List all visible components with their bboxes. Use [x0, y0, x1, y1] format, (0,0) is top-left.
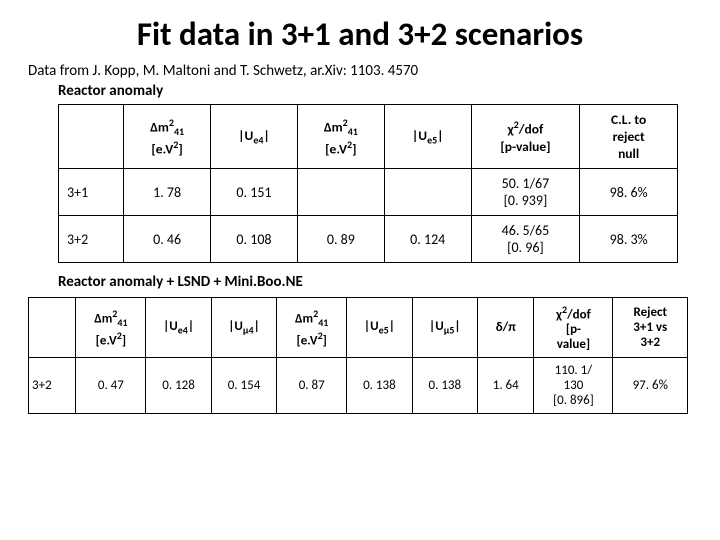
- cell: 0. 124: [384, 216, 471, 263]
- col-um4: |Uμ4|: [211, 298, 276, 358]
- cell: 0. 138: [347, 358, 412, 414]
- col-reject: Reject3+1 vs3+2: [613, 298, 688, 358]
- citation-text: Data from J. Kopp, M. Maltoni and T. Sch…: [28, 62, 692, 80]
- cell: [384, 169, 471, 216]
- col-empty: [29, 298, 76, 358]
- row-label: 3+2: [29, 358, 76, 414]
- col-dm41: Δm241 [e.V2]: [76, 298, 146, 358]
- cell: 0. 138: [412, 358, 477, 414]
- table-row: 3+1 1. 78 0. 151 50. 1/67[0. 939] 98. 6%: [59, 169, 678, 216]
- cell: 0. 89: [297, 216, 384, 263]
- cell: 46. 5/65[0. 96]: [471, 216, 580, 263]
- col-ue5: |Ue5|: [384, 105, 471, 169]
- row-label: 3+2: [59, 216, 124, 263]
- cell: 0. 108: [211, 216, 298, 263]
- page-title: Fit data in 3+1 and 3+2 scenarios: [28, 14, 692, 54]
- cell: 0. 47: [76, 358, 146, 414]
- cell: 0. 87: [277, 358, 347, 414]
- cell: 0. 154: [211, 358, 276, 414]
- row-label: 3+1: [59, 169, 124, 216]
- table-row: 3+2 0. 47 0. 128 0. 154 0. 87 0. 138 0. …: [29, 358, 688, 414]
- col-ue4: |Ue4|: [146, 298, 211, 358]
- cell: 1. 78: [124, 169, 211, 216]
- table-header-row: Δm241 [e.V2] |Ue4| Δm241 [e.V2] |Ue5| χ2…: [59, 105, 678, 169]
- col-dm41: Δm241 [e.V2]: [124, 105, 211, 169]
- col-dm51: Δm241 [e.V2]: [297, 105, 384, 169]
- section-combined: Reactor anomaly + LSND + Mini.Boo.NE: [58, 273, 692, 291]
- cell: 1. 64: [478, 358, 534, 414]
- cell: 0. 46: [124, 216, 211, 263]
- cell: [297, 169, 384, 216]
- col-ue4: |Ue4|: [211, 105, 298, 169]
- col-dm51: Δm241 [e.V2]: [277, 298, 347, 358]
- cell: 97. 6%: [613, 358, 688, 414]
- cell: 50. 1/67[0. 939]: [471, 169, 580, 216]
- col-ue5: |Ue5|: [347, 298, 412, 358]
- cell: 0. 128: [146, 358, 211, 414]
- col-cl: C.L. torejectnull: [580, 105, 678, 169]
- table-row: 3+2 0. 46 0. 108 0. 89 0. 124 46. 5/65[0…: [59, 216, 678, 263]
- table-combined: Δm241 [e.V2] |Ue4| |Uμ4| Δm241 [e.V2] |U…: [28, 297, 688, 414]
- col-empty: [59, 105, 124, 169]
- col-chi2: χ2/dof [p-value]: [534, 298, 613, 358]
- table-header-row: Δm241 [e.V2] |Ue4| |Uμ4| Δm241 [e.V2] |U…: [29, 298, 688, 358]
- col-delta: δ/π: [478, 298, 534, 358]
- col-um5: |Uμ5|: [412, 298, 477, 358]
- col-chi2: χ2/dof [p-value]: [471, 105, 580, 169]
- cell: 0. 151: [211, 169, 298, 216]
- cell: 110. 1/130[0. 896]: [534, 358, 613, 414]
- cell: 98. 3%: [580, 216, 678, 263]
- cell: 98. 6%: [580, 169, 678, 216]
- section-reactor-anomaly: Reactor anomaly: [58, 82, 692, 100]
- table-reactor-anomaly: Δm241 [e.V2] |Ue4| Δm241 [e.V2] |Ue5| χ2…: [58, 104, 678, 263]
